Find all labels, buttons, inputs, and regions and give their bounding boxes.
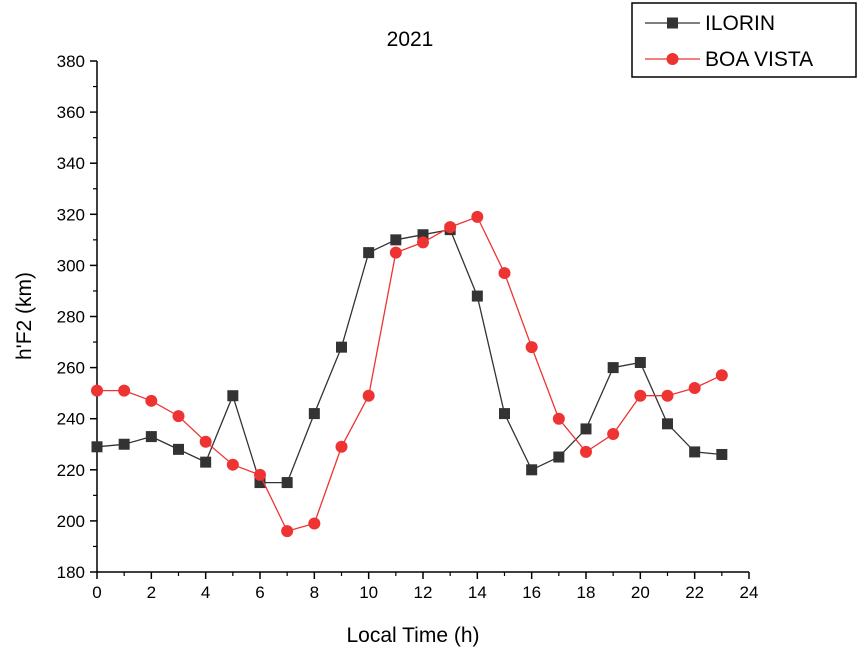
series-line-ilorin — [96, 228, 722, 484]
data-point-ilorin — [118, 438, 130, 450]
data-point-boa-vista — [607, 428, 620, 441]
x-tick-label: 2 — [147, 583, 156, 602]
ticks: 0 2 4 6 8 10 12 14 16 18 20 22 241802002202402602803… — [57, 52, 759, 602]
data-point-ilorin — [200, 456, 212, 468]
data-point-boa-vista — [715, 369, 728, 382]
data-point-boa-vista — [226, 458, 239, 471]
legend-box — [631, 2, 857, 78]
series-boa-vista — [91, 210, 728, 538]
x-tick-label: 10 — [359, 583, 378, 602]
data-point-ilorin — [173, 443, 184, 455]
data-point-ilorin — [689, 446, 701, 458]
legend-label-ilorin: ILORIN — [705, 12, 775, 35]
data-point-boa-vista — [444, 221, 457, 234]
data-point-boa-vista — [308, 517, 321, 530]
x-tick-label: 6 — [255, 583, 264, 602]
data-point-boa-vista — [471, 210, 484, 223]
data-point-boa-vista — [335, 440, 348, 453]
y-tick-label: 340 — [57, 154, 85, 173]
chart-title: 2021 — [387, 28, 434, 51]
data-point-ilorin — [607, 362, 619, 374]
x-tick-label: 12 — [414, 583, 433, 602]
y-tick-label: 180 — [57, 563, 85, 582]
data-point-boa-vista — [417, 236, 429, 249]
series-layer — [91, 210, 728, 538]
data-point-boa-vista — [661, 389, 674, 402]
data-point-boa-vista — [362, 389, 375, 402]
y-tick-label: 380 — [57, 52, 85, 71]
data-point-boa-vista — [389, 246, 402, 259]
data-point-boa-vista — [172, 410, 185, 423]
data-point-ilorin — [526, 464, 538, 476]
data-point-ilorin — [417, 229, 429, 241]
y-tick-label: 240 — [57, 410, 85, 429]
y-tick-label: 220 — [57, 461, 85, 480]
data-point-boa-vista — [498, 267, 511, 280]
data-point-ilorin — [145, 431, 157, 443]
data-point-ilorin — [390, 234, 402, 246]
data-point-boa-vista — [525, 341, 538, 354]
data-point-ilorin — [308, 408, 320, 420]
y-tick-label: 360 — [57, 103, 85, 122]
x-tick-label: 8 — [310, 583, 319, 602]
legend: ILORIN BOA VISTA — [631, 2, 857, 78]
data-point-boa-vista — [254, 468, 266, 481]
y-tick-label: 280 — [57, 308, 85, 327]
x-tick-label: 0 — [92, 583, 101, 602]
y-tick-label: 200 — [57, 512, 85, 531]
data-point-boa-vista — [199, 435, 212, 448]
data-point-ilorin — [662, 418, 673, 430]
x-tick-label: 18 — [577, 583, 596, 602]
legend-marker-ilorin — [667, 17, 678, 29]
data-point-boa-vista — [552, 412, 565, 425]
x-tick-label: 16 — [522, 583, 541, 602]
y-tick-label: 320 — [57, 205, 85, 224]
data-point-boa-vista — [118, 384, 131, 397]
data-point-ilorin — [499, 408, 510, 420]
legend-label-boa-vista: BOA VISTA — [705, 48, 813, 71]
data-point-ilorin — [634, 356, 646, 368]
legend-marker-boa-vista — [666, 53, 679, 65]
series-line-boa-vista — [97, 216, 723, 532]
y-tick-label: 260 — [57, 359, 85, 378]
data-point-boa-vista — [634, 389, 647, 402]
x-axis-title: Local Time (h) — [346, 624, 479, 647]
y-axis-title: h'F2 (km) — [13, 272, 36, 360]
data-point-ilorin — [254, 477, 266, 489]
axes — [96, 61, 749, 573]
x-tick-label: 20 — [631, 583, 650, 602]
data-point-boa-vista — [281, 525, 294, 538]
data-point-ilorin — [336, 341, 347, 353]
x-tick-label: 22 — [685, 583, 704, 602]
x-tick-label: 4 — [201, 583, 210, 602]
data-point-ilorin — [471, 290, 483, 302]
data-point-ilorin — [227, 390, 239, 402]
data-point-ilorin — [91, 441, 103, 453]
data-point-boa-vista — [580, 445, 592, 458]
data-point-ilorin — [580, 423, 592, 435]
data-point-boa-vista — [688, 382, 701, 395]
x-tick-label: 14 — [468, 583, 487, 602]
data-point-boa-vista — [145, 394, 158, 407]
data-point-ilorin — [553, 451, 565, 463]
series-ilorin — [91, 224, 728, 489]
data-point-ilorin — [363, 247, 375, 259]
data-point-ilorin — [281, 477, 293, 489]
y-tick-label: 300 — [57, 256, 85, 275]
x-tick-label: 24 — [740, 583, 759, 602]
data-point-ilorin — [716, 448, 728, 460]
data-point-boa-vista — [91, 384, 103, 397]
